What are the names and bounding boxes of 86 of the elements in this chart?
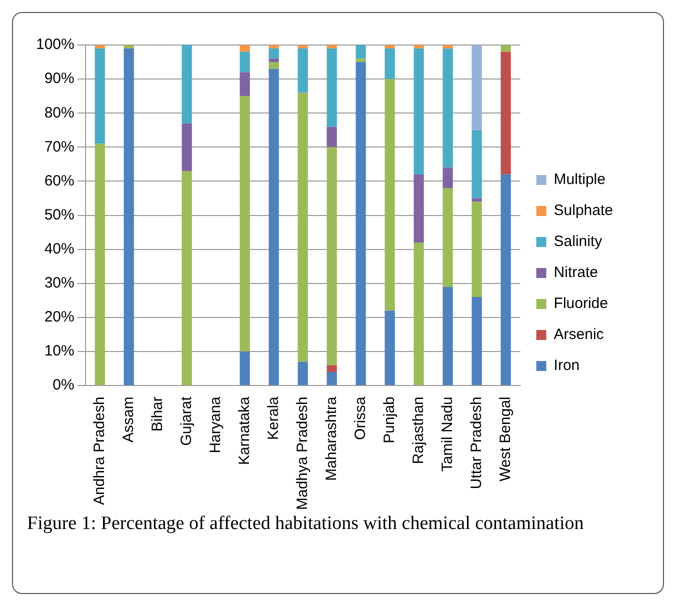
bar [500,45,511,52]
bar [182,123,192,172]
x-tick-label: Assam [120,396,137,442]
y-tick-label: 30% [44,274,74,292]
x-tick-label: Haryana [206,396,224,454]
y-tick-label: 70% [44,138,74,156]
y-tick-label: 60% [44,172,74,190]
bar [240,72,250,96]
legend-label: Salinity [554,233,603,250]
bar [124,45,134,48]
bar [414,45,424,48]
bar [326,126,337,148]
x-tick-label: Bihar [148,396,166,432]
bar [268,45,279,48]
bar [442,48,453,168]
bar [182,45,192,124]
bar [94,45,105,48]
x-tick-label: Madhya Pradesh [294,396,311,510]
bar [472,202,482,298]
bar [472,198,482,202]
bar [326,147,337,366]
y-tick-label: 90% [44,70,74,88]
bar [472,45,482,130]
bar [240,52,250,72]
bar [472,130,482,198]
bar [94,48,105,144]
bar [326,45,337,48]
y-tick-label: 80% [44,104,74,122]
bar [414,174,424,243]
bar [240,352,250,386]
bar [414,48,424,174]
x-tick-label: Tamil Nadu [438,396,456,472]
x-tick-label: Karnataka [236,396,253,465]
x-tick-label: Uttar Pradesh [468,396,485,490]
bar [442,45,453,48]
bar [298,45,308,48]
bar [414,242,424,386]
x-tick-label: Andhra Pradesh [91,396,108,506]
bar [298,362,308,386]
bar [268,62,279,69]
bar [326,372,337,386]
bar [384,79,395,311]
x-tick-label: Maharashtra [322,396,340,481]
y-tick-label: 100% [36,36,74,54]
legend-label: Sulphate [554,202,613,220]
bar [268,68,279,386]
bar [356,62,366,386]
bar [94,144,105,386]
y-tick-label: 0% [52,376,74,394]
y-tick-label: 40% [44,240,74,258]
x-tick-label: Gujarat [178,396,195,446]
x-tick-label: Punjab [380,396,398,444]
bar [384,48,395,80]
legend-label: Arsenic [554,326,604,344]
bar [472,297,482,386]
legend-label: Iron [554,357,580,374]
x-tick-label: Kerala [264,396,282,440]
bar [442,188,453,287]
bar [268,58,279,62]
x-tick-label: Orissa [352,396,369,440]
x-tick-label: Rajasthan [410,396,427,464]
bar [326,365,337,372]
legend-label: Fluoride [554,295,608,312]
bar [442,286,453,386]
bar [298,92,308,362]
y-tick-label: 20% [44,308,74,326]
bar [356,58,366,62]
bar [326,48,337,127]
bar [500,52,511,174]
bar [384,310,395,386]
caption: Figure 1: Percentage of affected habitations with chemical contamination [27,512,585,536]
bar [240,96,250,352]
bar [356,45,366,59]
bar [500,174,511,386]
y-tick-label: 50% [44,206,74,224]
legend-label: Multiple [554,171,606,188]
bar [240,45,250,52]
bar [124,48,134,386]
x-tick-label: West Bengal [496,396,514,482]
bar [298,48,308,93]
legend-label: Nitrate [554,264,598,282]
bar [442,168,453,188]
bar [384,45,395,48]
y-tick-label: 10% [44,342,74,360]
bar [268,48,279,59]
bar [182,171,192,386]
